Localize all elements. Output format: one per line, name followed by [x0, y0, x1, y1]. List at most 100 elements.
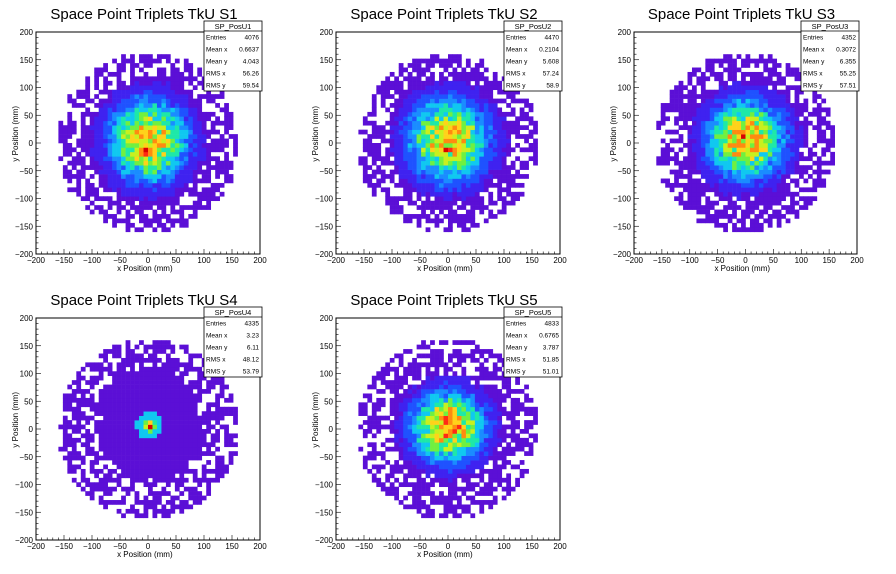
histogram-bin — [510, 94, 516, 99]
histogram-bin — [89, 406, 95, 412]
histogram-bin — [456, 205, 462, 210]
histogram-bin — [421, 513, 426, 519]
histogram-bin — [412, 415, 417, 421]
histogram-bin — [421, 134, 426, 139]
histogram-bin — [718, 143, 724, 148]
histogram-bin — [183, 371, 189, 377]
histogram-bin — [228, 393, 234, 399]
histogram-bin — [452, 98, 458, 104]
histogram-bin — [161, 486, 167, 492]
histogram-bin — [758, 94, 764, 99]
histogram-bin — [98, 107, 104, 113]
histogram-bin — [174, 89, 180, 95]
histogram-bin — [121, 120, 126, 126]
histogram-bin — [403, 107, 408, 113]
histogram-bin — [89, 111, 95, 117]
histogram-bin — [161, 420, 167, 425]
histogram-bin — [188, 125, 194, 130]
histogram-bin — [130, 357, 135, 363]
histogram-bin — [790, 67, 795, 73]
histogram-bin — [754, 151, 760, 157]
histogram-bin — [89, 464, 95, 470]
histogram-bin — [380, 371, 386, 377]
histogram-bin — [492, 169, 498, 175]
histogram-bin — [416, 156, 422, 162]
histogram-bin — [67, 178, 73, 184]
histogram-bin — [98, 129, 104, 135]
histogram-bin — [691, 107, 697, 113]
histogram-bin — [62, 169, 68, 175]
stats-value: 6.11 — [247, 345, 260, 352]
histogram-bin — [421, 67, 426, 73]
histogram-bin — [201, 174, 207, 179]
histogram-bin — [732, 111, 737, 117]
histogram-bin — [98, 442, 104, 448]
histogram-bin — [152, 491, 158, 496]
histogram-bin — [98, 468, 104, 474]
histogram-bin — [524, 134, 529, 139]
histogram-bin — [183, 147, 189, 153]
histogram-bin — [398, 402, 404, 408]
histogram-bin — [380, 464, 386, 470]
histogram-bin — [452, 156, 458, 162]
histogram-bin — [763, 125, 769, 130]
histogram-bin — [130, 63, 135, 68]
histogram-bin — [112, 429, 117, 434]
histogram-bin — [130, 120, 135, 126]
histogram-bin — [143, 406, 149, 412]
histogram-bin — [412, 468, 417, 474]
histogram-bin — [497, 125, 503, 130]
histogram-bin — [488, 191, 494, 197]
histogram-bin — [107, 406, 113, 412]
histogram-bin — [107, 214, 113, 219]
histogram-bin — [121, 182, 126, 188]
histogram-bin — [758, 134, 764, 139]
histogram-bin — [474, 178, 480, 184]
histogram-bin — [130, 134, 135, 139]
histogram-bin — [148, 420, 153, 425]
histogram-bin — [139, 89, 144, 95]
histogram-bin — [794, 143, 800, 148]
histogram-bin — [215, 477, 220, 483]
histogram-bin — [439, 111, 444, 117]
histogram-bin — [439, 397, 444, 403]
histogram-bin — [116, 80, 122, 86]
histogram-bin — [394, 111, 400, 117]
histogram-bin — [192, 169, 198, 175]
histogram-bin — [165, 375, 171, 381]
histogram-bin — [443, 366, 449, 372]
histogram-bin — [781, 169, 786, 175]
x-tick-label: −100 — [83, 542, 102, 551]
histogram-bin — [821, 147, 827, 153]
histogram-bin — [821, 151, 827, 157]
histogram-bin — [362, 156, 368, 162]
histogram-bin — [134, 464, 140, 470]
histogram-bin — [215, 411, 220, 416]
histogram-bin — [456, 80, 462, 86]
histogram-bin — [474, 89, 480, 95]
histogram-bin — [89, 125, 95, 130]
histogram-bin — [461, 160, 467, 166]
histogram-bin — [371, 424, 377, 430]
histogram-bin — [407, 187, 413, 193]
stats-value: 6.355 — [840, 59, 857, 66]
histogram-bin — [98, 362, 104, 368]
histogram-bin — [421, 187, 426, 193]
x-axis-label: x Position (mm) — [417, 264, 473, 273]
histogram-bin — [179, 169, 185, 175]
histogram-bin — [206, 178, 212, 184]
histogram-bin — [465, 125, 471, 130]
histogram-bin — [134, 402, 140, 408]
histogram-bin — [148, 98, 153, 104]
histogram-bin — [134, 468, 140, 474]
histogram-bin — [700, 205, 706, 210]
histogram-bin — [183, 442, 189, 448]
histogram-bin — [85, 482, 91, 488]
histogram-bin — [665, 107, 670, 113]
histogram-bin — [696, 143, 702, 148]
histogram-bin — [443, 160, 449, 166]
histogram-bin — [192, 214, 198, 219]
histogram-bin — [403, 371, 408, 377]
histogram-bin — [403, 147, 408, 153]
histogram-bin — [515, 125, 520, 130]
